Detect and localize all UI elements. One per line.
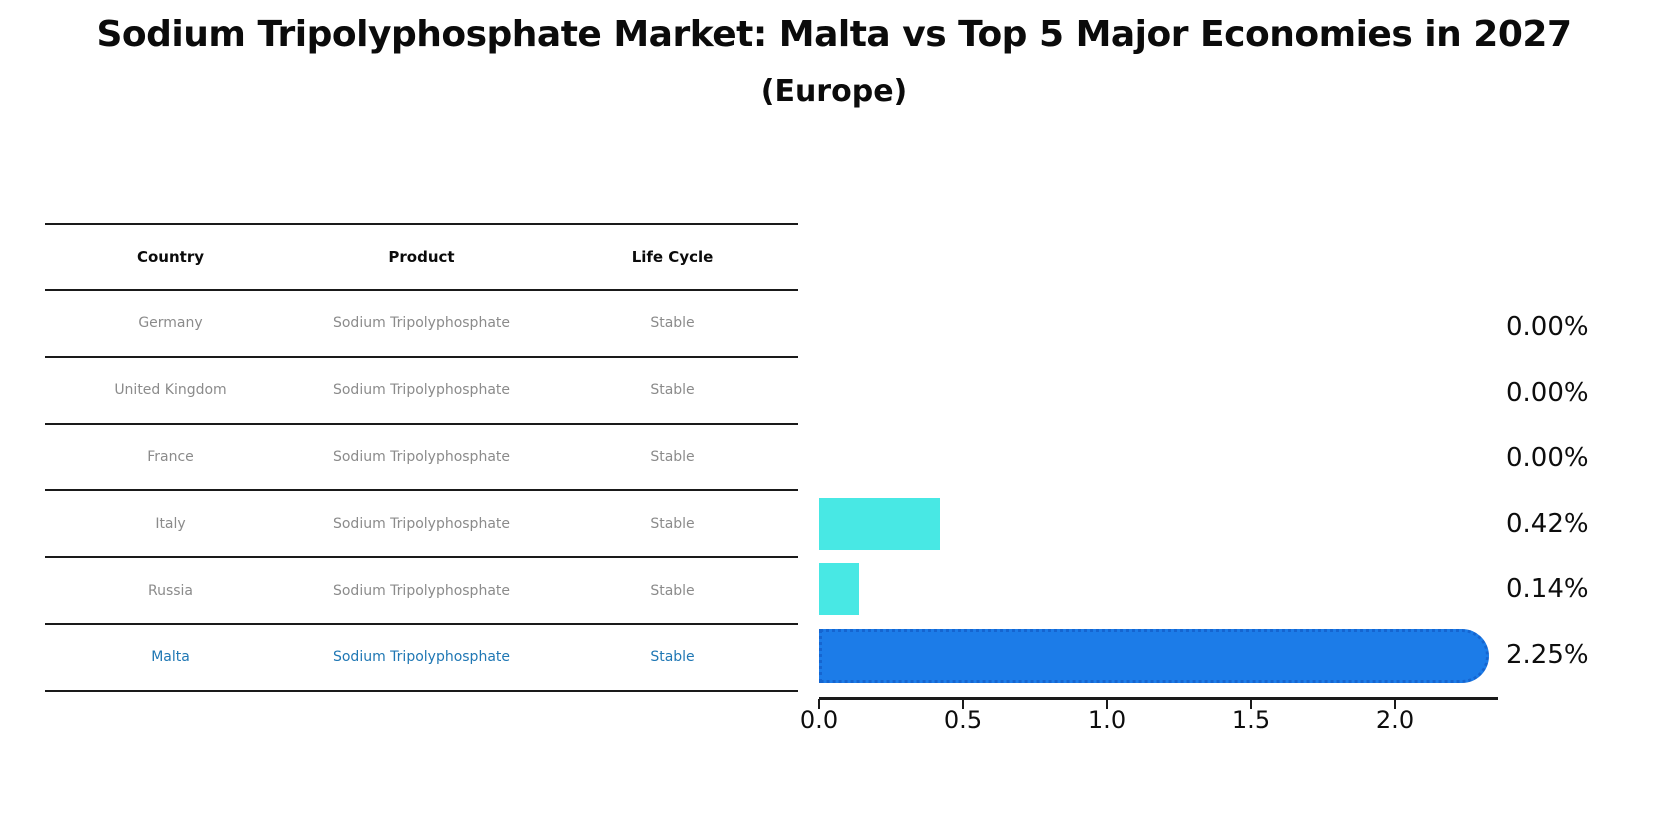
x-tick-label: 1.0 [1087, 706, 1127, 734]
table-header-row: Country Product Life Cycle [45, 225, 798, 289]
value-label-germany: 0.00% [1506, 312, 1589, 342]
country-cell: France [147, 448, 194, 465]
table-row-germany: Germany Sodium Tripolyphosphate Stable [45, 289, 798, 356]
value-label-united-kingdom: 0.00% [1506, 377, 1589, 408]
column-header-life-cycle: Life Cycle [631, 248, 714, 266]
product-cell: Sodium Tripolyphosphate [332, 515, 511, 532]
country-table: Country Product Life Cycle Germany Sodiu… [45, 223, 798, 692]
x-tick-mark [818, 699, 820, 709]
bar-malta [819, 628, 1489, 683]
product-cell: Sodium Tripolyphosphate [332, 315, 511, 332]
country-cell: Malta [151, 649, 190, 666]
column-header-country: Country [136, 248, 205, 266]
value-label-italy: 0.42% [1506, 508, 1589, 539]
life-cycle-cell: Stable [650, 315, 695, 332]
x-tick-label: 2.0 [1375, 706, 1415, 734]
bar-italy [819, 497, 940, 550]
value-label-france: 0.00% [1506, 443, 1589, 473]
x-tick-mark [1106, 699, 1108, 709]
x-tick-label: 0.0 [799, 706, 839, 734]
table-row-france: France Sodium Tripolyphosphate Stable [45, 422, 798, 490]
table-row-malta: Malta Sodium Tripolyphosphate Stable [45, 622, 798, 690]
x-axis-line [819, 697, 1498, 700]
value-label-russia: 0.14% [1506, 574, 1589, 604]
x-tick-label: 0.5 [943, 706, 983, 734]
x-tick-mark [1250, 699, 1252, 709]
x-tick-mark [1394, 699, 1396, 709]
column-header-product: Product [388, 248, 455, 266]
table-row-italy: Italy Sodium Tripolyphosphate Stable [45, 489, 798, 556]
table-row-united-kingdom: United Kingdom Sodium Tripolyphosphate S… [45, 355, 798, 423]
life-cycle-cell: Stable [650, 582, 695, 599]
product-cell: Sodium Tripolyphosphate [332, 448, 511, 465]
life-cycle-cell: Stable [650, 382, 695, 399]
chart-subtitle: (Europe) [760, 74, 908, 109]
chart-title: Sodium Tripolyphosphate Market: Malta vs… [96, 14, 1573, 55]
table-row-russia: Russia Sodium Tripolyphosphate Stable [45, 556, 798, 623]
value-label-malta: 2.25% [1506, 639, 1589, 670]
x-tick-mark [962, 699, 964, 709]
country-cell: Russia [147, 582, 194, 599]
life-cycle-cell: Stable [650, 448, 695, 465]
product-cell: Sodium Tripolyphosphate [332, 649, 511, 666]
country-cell: Germany [138, 315, 203, 332]
product-cell: Sodium Tripolyphosphate [332, 582, 511, 599]
bar-russia [819, 563, 860, 615]
country-cell: Italy [155, 515, 186, 532]
product-cell: Sodium Tripolyphosphate [332, 382, 511, 399]
life-cycle-cell: Stable [650, 649, 695, 666]
country-cell: United Kingdom [114, 382, 227, 399]
x-tick-label: 1.5 [1231, 706, 1271, 734]
life-cycle-cell: Stable [650, 515, 695, 532]
